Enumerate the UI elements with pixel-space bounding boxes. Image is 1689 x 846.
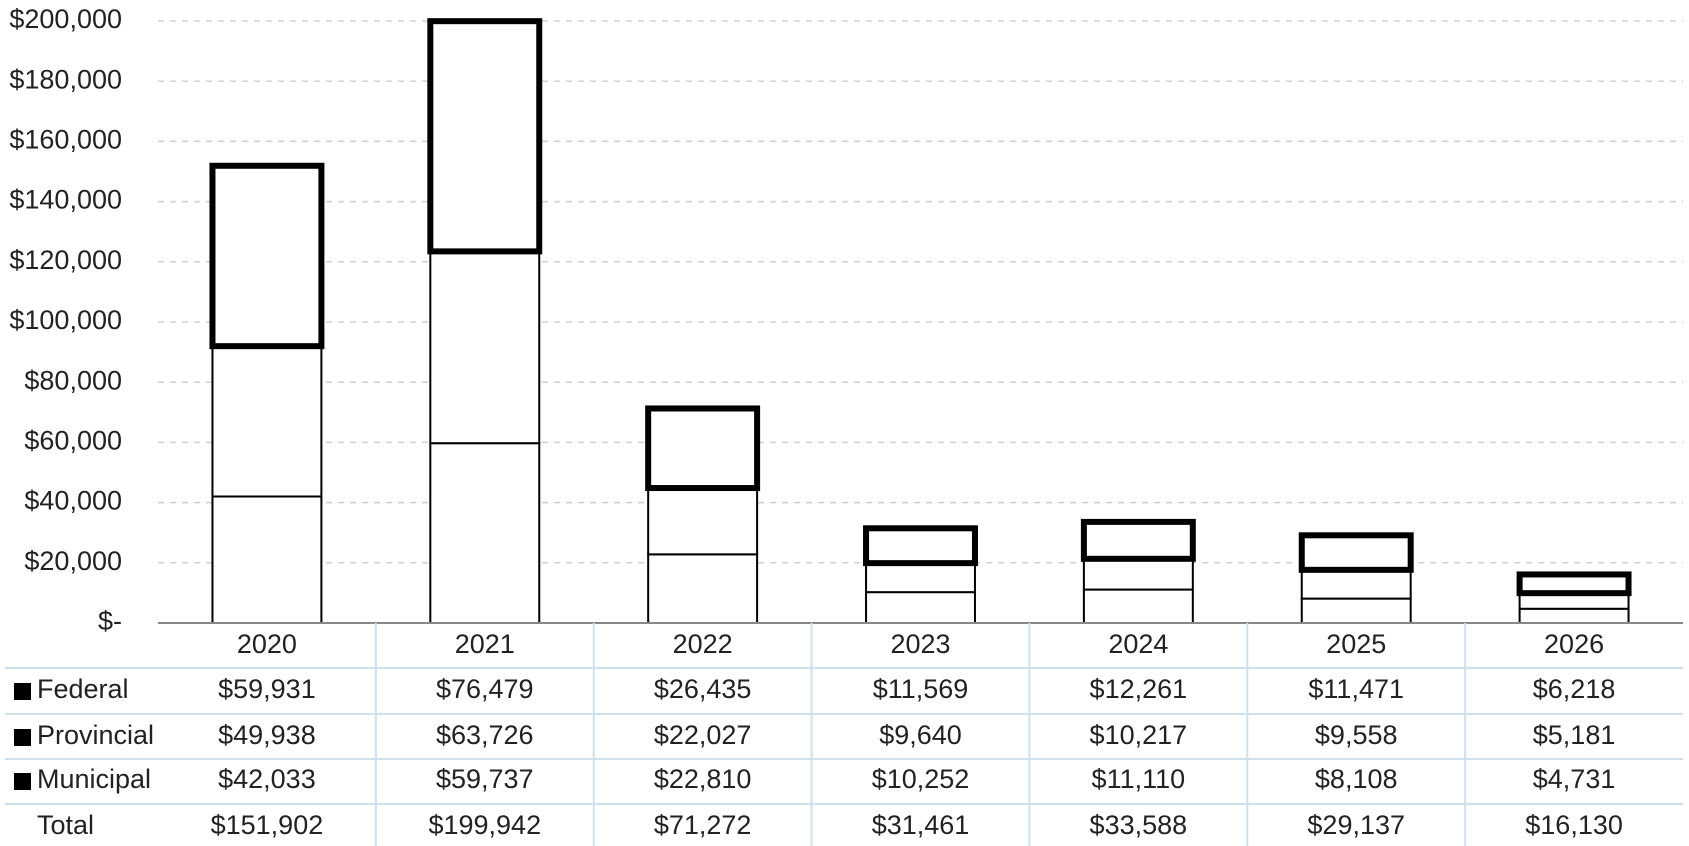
y-tick-label: $80,000: [24, 365, 122, 395]
y-tick-label: $120,000: [9, 245, 122, 275]
y-tick-label: $-: [98, 606, 122, 636]
table-value: $9,640: [879, 720, 962, 750]
bar-segment: [647, 553, 759, 625]
table-value: $9,558: [1315, 720, 1398, 750]
bar-segment: [1516, 571, 1632, 597]
y-tick-label: $200,000: [9, 4, 122, 34]
y-tick-label: $160,000: [9, 125, 122, 155]
table-value: $42,033: [218, 764, 316, 794]
table-total: $199,942: [428, 810, 541, 840]
table-value: $4,731: [1533, 764, 1616, 794]
bar-segment: [1082, 588, 1194, 624]
table-value: $22,810: [654, 764, 752, 794]
bar-segment: [429, 442, 541, 624]
bar-segment: [1080, 518, 1196, 562]
table-value: $8,108: [1315, 764, 1398, 794]
table-total: $31,461: [872, 810, 970, 840]
legend-label: Federal: [37, 674, 129, 704]
y-tick-label: $60,000: [24, 426, 122, 456]
table-value: $59,737: [436, 764, 534, 794]
table-value: $11,471: [1308, 674, 1404, 704]
table-value: $10,252: [872, 764, 970, 794]
bar-segment: [863, 525, 978, 567]
table-value: $11,569: [873, 674, 969, 704]
table-total: $151,902: [211, 810, 324, 840]
table-value: $11,110: [1092, 764, 1186, 794]
x-tick-label: 2023: [890, 629, 950, 659]
x-tick-label: 2020: [237, 629, 297, 659]
y-tick-label: $40,000: [24, 486, 122, 516]
bar-segment: [1082, 557, 1194, 591]
x-tick-label: 2021: [455, 629, 515, 659]
x-tick-label: 2024: [1108, 629, 1168, 659]
x-tick-label: 2025: [1326, 629, 1386, 659]
table-value: $22,027: [654, 720, 752, 750]
table-value: $5,181: [1533, 720, 1616, 750]
bar-segment: [645, 405, 761, 492]
bar-segment: [865, 591, 976, 624]
table-total-label: Total: [37, 810, 94, 840]
table-value: $49,938: [218, 720, 316, 750]
table-value: $26,435: [654, 674, 752, 704]
x-tick-label: 2026: [1544, 629, 1604, 659]
bar-segment: [865, 562, 976, 594]
bar-segment: [211, 495, 323, 625]
table-value: $10,217: [1090, 720, 1188, 750]
table-total: $29,137: [1307, 810, 1405, 840]
table-value: $63,726: [436, 720, 534, 750]
table-value: $6,218: [1533, 674, 1616, 704]
legend-label: Municipal: [37, 764, 151, 794]
legend-swatch: [14, 729, 31, 746]
bar-segment: [429, 250, 541, 445]
bar-segment: [209, 162, 325, 350]
y-tick-label: $20,000: [24, 546, 122, 576]
table-total: $33,588: [1090, 810, 1188, 840]
legend-swatch: [14, 683, 31, 700]
table-value: $59,931: [218, 674, 316, 704]
x-tick-label: 2022: [673, 629, 733, 659]
y-tick-label: $100,000: [9, 305, 122, 335]
y-tick-label: $140,000: [9, 185, 122, 215]
bar-segment: [427, 18, 543, 255]
bar-segment: [211, 345, 323, 498]
table-value: $12,261: [1090, 674, 1188, 704]
bar-segment: [647, 487, 759, 556]
bar-segment: [1298, 532, 1414, 573]
bar-segment: [1300, 597, 1412, 624]
table-total: $71,272: [654, 810, 752, 840]
y-tick-label: $180,000: [9, 64, 122, 94]
legend-swatch: [14, 773, 31, 790]
legend-label: Provincial: [37, 720, 154, 750]
table-total: $16,130: [1525, 810, 1623, 840]
bar-segment: [1300, 568, 1412, 600]
table-value: $76,479: [436, 674, 534, 704]
bar-segment: [1518, 607, 1630, 625]
